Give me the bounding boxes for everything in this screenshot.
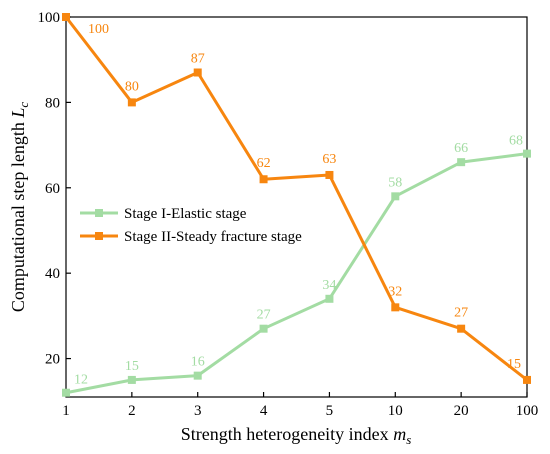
x-tick-label: 5 (326, 403, 334, 419)
series-2-point (391, 303, 400, 312)
series-layer (62, 13, 531, 397)
x-tick-label: 2 (128, 403, 136, 419)
series-1-point (523, 149, 531, 158)
x-axis-title: Strength heterogeneity index ms (181, 424, 412, 447)
series-2-data-label: 100 (88, 22, 109, 37)
legend-label-series-1: Stage I-Elastic stage (124, 206, 247, 222)
series-1-point (193, 371, 202, 380)
x-axis: 1 2 3 4 5 10 20 100 (62, 392, 538, 419)
x-axis-title-var: m (393, 424, 406, 444)
series-1-data-label: 68 (509, 134, 523, 149)
y-axis-title-var: L (8, 108, 28, 119)
series-2-point (523, 375, 531, 384)
x-tick-label: 10 (388, 403, 403, 419)
legend-marker-series-2 (95, 232, 103, 240)
series-1-data-label: 66 (454, 141, 468, 156)
series-2-data-label: 32 (388, 284, 402, 299)
x-axis-title-sub: s (406, 432, 411, 447)
y-tick-label: 80 (45, 95, 60, 111)
y-tick-label: 60 (45, 181, 60, 197)
series-2-data-label: 27 (454, 306, 468, 321)
series-2-point (259, 175, 268, 184)
y-tick-label: 40 (45, 266, 60, 282)
series-1-data-label: 12 (74, 373, 88, 388)
series-1-point (457, 158, 466, 167)
legend: Stage I-Elastic stage Stage II-Steady fr… (80, 206, 302, 245)
series-2-data-label: 87 (191, 52, 205, 67)
legend-item-series-2: Stage II-Steady fracture stage (80, 229, 302, 245)
series-2-data-label: 80 (125, 79, 139, 94)
series-1-data-label: 34 (322, 278, 336, 293)
series-line-1 (65, 152, 528, 395)
x-tick-label: 100 (516, 403, 539, 419)
series-1-data-label: 16 (191, 355, 205, 370)
y-axis-title-text: Computational step length (8, 122, 28, 312)
data-labels: 12 15 16 27 34 58 66 68 100 80 87 62 63 32 27 15 (74, 22, 523, 388)
y-tick-label: 20 (45, 352, 60, 368)
legend-label-series-2: Stage II-Steady fracture stage (124, 229, 302, 245)
series-1-point (391, 192, 400, 201)
series-2-point (127, 98, 136, 107)
y-axis-title-sub: c (16, 102, 31, 108)
x-axis-title-text: Strength heterogeneity index (181, 424, 389, 444)
series-2-point (193, 68, 202, 77)
series-2-data-label: 15 (507, 357, 521, 372)
series-line-2 (64, 16, 528, 382)
series-2-data-label: 62 (257, 156, 271, 171)
series-1-data-label: 58 (388, 175, 402, 190)
legend-item-series-1: Stage I-Elastic stage (80, 206, 247, 222)
y-tick-label: 100 (38, 10, 61, 26)
series-2-point (457, 324, 466, 333)
y-axis-title: Computational step length Lc (8, 102, 31, 313)
series-1-point (62, 388, 70, 397)
series-2-point (62, 13, 70, 21)
legend-marker-series-1 (95, 209, 103, 217)
x-tick-label: 3 (194, 403, 202, 419)
series-1-data-label: 27 (257, 308, 271, 323)
x-tick-label: 4 (260, 403, 268, 419)
series-1-point (127, 375, 136, 384)
series-1-point (259, 324, 268, 333)
x-tick-label: 1 (62, 403, 70, 419)
series-2-data-label: 63 (322, 152, 336, 167)
series-2-point (325, 170, 334, 179)
plot-frame (65, 16, 528, 398)
series-1-data-label: 15 (125, 359, 139, 374)
x-tick-label: 20 (454, 403, 469, 419)
series-1-point (325, 294, 334, 303)
